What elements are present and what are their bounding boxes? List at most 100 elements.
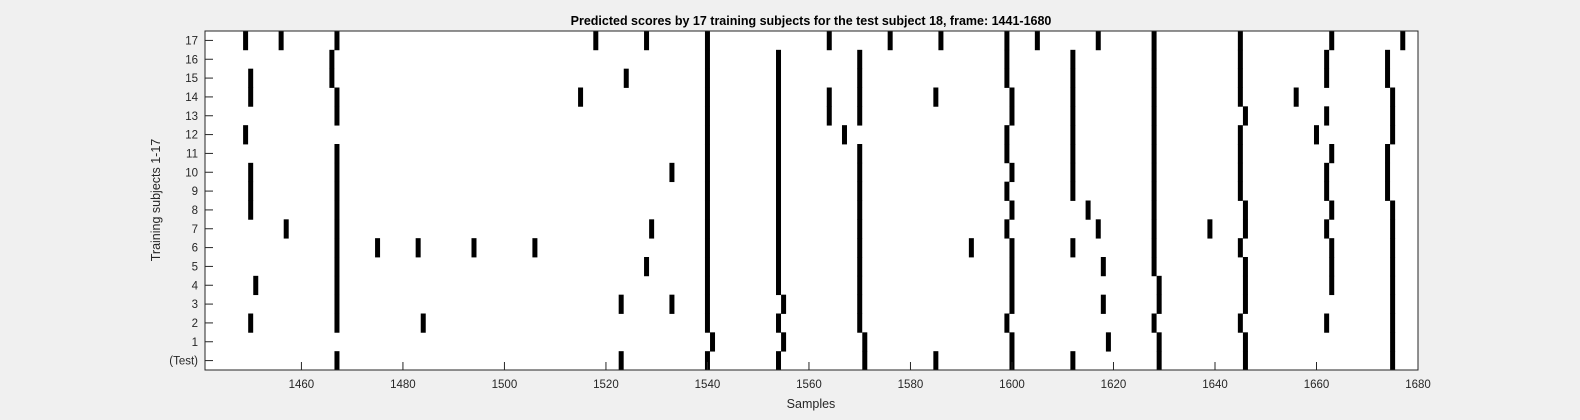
x-tick-label: 1580: [898, 379, 924, 391]
sample-mark: [1390, 275, 1396, 296]
sample-mark: [1390, 238, 1396, 258]
sample-mark: [1004, 181, 1010, 201]
y-tick-label: 1: [192, 337, 198, 349]
sample-mark: [1070, 106, 1076, 126]
sample-mark: [1156, 294, 1162, 314]
sample-mark: [1237, 162, 1243, 183]
sample-mark: [776, 87, 782, 107]
y-tick-label: 16: [185, 54, 198, 66]
sample-mark: [776, 144, 782, 164]
sample-mark: [532, 238, 538, 258]
y-tick-label: 11: [186, 148, 198, 160]
sample-mark: [1390, 351, 1396, 371]
sample-mark: [1085, 200, 1091, 220]
sample-mark: [1009, 162, 1015, 183]
y-tick-label: 7: [192, 224, 198, 236]
sample-mark: [1009, 275, 1015, 296]
sample-mark: [1004, 219, 1010, 239]
sample-mark: [1156, 332, 1162, 352]
sample-mark: [1385, 162, 1391, 183]
sample-mark: [1329, 144, 1335, 164]
sample-mark: [1004, 68, 1010, 88]
sample-mark: [1237, 125, 1243, 145]
sample-mark: [776, 162, 782, 183]
y-tick-label: 15: [185, 73, 198, 85]
sample-mark: [704, 87, 710, 107]
sample-mark: [1034, 31, 1040, 51]
sample-mark: [704, 144, 710, 164]
x-tick-label: 1460: [289, 379, 315, 391]
x-tick-label: 1660: [1304, 379, 1330, 391]
y-tick-label: 5: [192, 261, 198, 273]
sample-mark: [704, 106, 710, 126]
sample-mark: [1070, 125, 1076, 145]
sample-mark: [1070, 87, 1076, 107]
sample-mark: [1390, 200, 1396, 220]
sample-mark: [704, 294, 710, 314]
sample-mark: [1070, 238, 1076, 258]
y-tick-label: 8: [192, 205, 198, 217]
y-tick-label: (Test): [169, 356, 198, 368]
sample-mark: [776, 238, 782, 258]
sample-mark: [857, 181, 863, 201]
sample-mark: [1324, 49, 1330, 70]
sample-mark: [1242, 351, 1248, 371]
sample-mark: [471, 238, 477, 258]
sample-mark: [1070, 68, 1076, 88]
sample-mark: [1207, 219, 1213, 239]
sample-mark: [334, 87, 340, 107]
sample-mark: [704, 257, 710, 277]
sample-mark: [1237, 87, 1243, 107]
sample-mark: [933, 351, 939, 371]
y-tick-label: 9: [192, 186, 198, 198]
y-tick-label: 4: [192, 280, 199, 292]
sample-mark: [857, 106, 863, 126]
sample-mark: [1156, 275, 1162, 296]
sample-mark: [1242, 275, 1248, 296]
sample-mark: [776, 313, 782, 333]
x-tick-label: 1600: [999, 379, 1025, 391]
sample-mark: [857, 200, 863, 220]
sample-mark: [704, 313, 710, 333]
y-axis-label: Training subjects 1-17: [149, 139, 163, 262]
sample-mark: [248, 87, 254, 107]
sample-mark: [1390, 332, 1396, 352]
sample-mark: [1105, 332, 1111, 352]
sample-mark: [644, 257, 650, 277]
y-tick-label: 13: [185, 111, 198, 123]
sample-mark: [704, 162, 710, 183]
sample-mark: [776, 106, 782, 126]
sample-mark: [968, 238, 974, 258]
sample-mark: [1237, 68, 1243, 88]
sample-mark: [334, 31, 340, 51]
sample-mark: [644, 31, 650, 51]
sample-mark: [375, 238, 381, 258]
y-tick-label: 14: [185, 92, 198, 104]
axes-box: [204, 30, 1419, 371]
sample-mark: [334, 275, 340, 296]
sample-mark: [243, 125, 249, 145]
sample-mark: [1385, 144, 1391, 164]
sample-mark: [248, 162, 254, 183]
sample-mark: [248, 181, 254, 201]
chart-title: Predicted scores by 17 training subjects…: [571, 14, 1052, 28]
sample-mark: [334, 162, 340, 183]
sample-mark: [1070, 49, 1076, 70]
sample-mark: [1004, 125, 1010, 145]
sample-mark: [334, 144, 340, 164]
sample-mark: [1151, 200, 1157, 220]
sample-mark: [1151, 257, 1157, 277]
sample-mark: [669, 294, 675, 314]
sample-mark: [1009, 106, 1015, 126]
sample-mark: [776, 219, 782, 239]
sample-mark: [1151, 68, 1157, 88]
sample-mark: [1329, 238, 1335, 258]
sample-mark: [1237, 31, 1243, 51]
x-tick-label: 1640: [1202, 379, 1228, 391]
y-tick-label: 12: [185, 130, 198, 142]
sample-mark: [243, 31, 249, 51]
sample-mark: [618, 351, 624, 371]
sample-mark: [329, 68, 335, 88]
sample-mark: [857, 87, 863, 107]
sample-mark: [1004, 49, 1010, 70]
